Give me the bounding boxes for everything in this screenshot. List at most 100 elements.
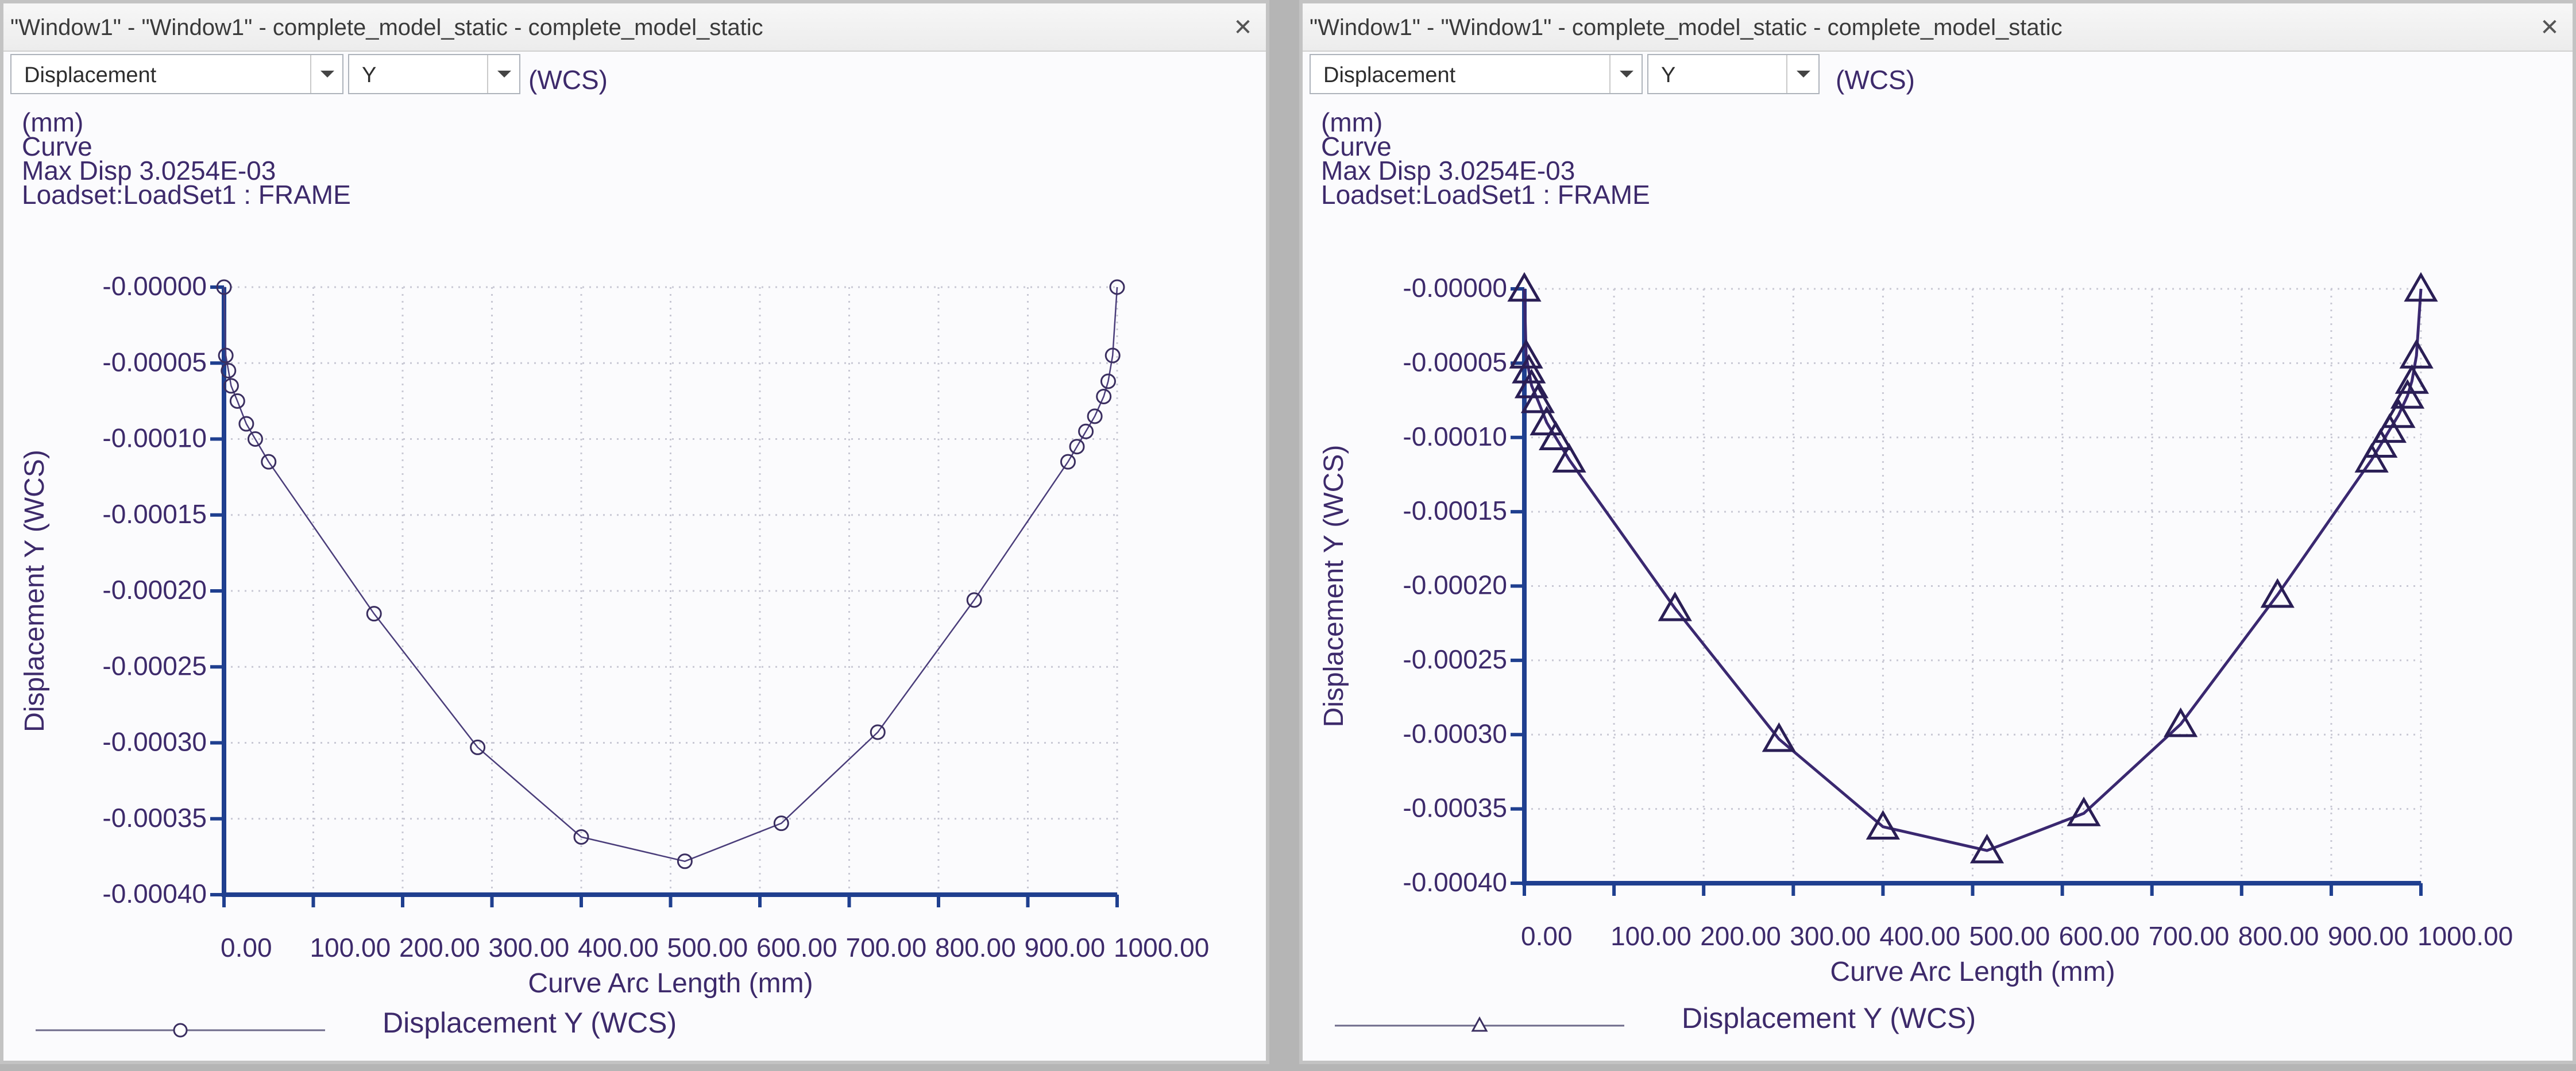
x-tick-label: 500.00 (667, 933, 748, 962)
y-tick-label: -0.00005 (1403, 347, 1507, 377)
legend-marker-icon (173, 1023, 188, 1038)
window-title: "Window1" - "Window1" - complete_model_s… (10, 15, 763, 40)
data-point (229, 393, 245, 409)
y-axis-title: Displacement Y (WCS) (20, 450, 50, 732)
x-tick-label: 900.00 (1025, 933, 1106, 962)
y-tick-label: -0.00020 (102, 575, 207, 605)
y-axis-title: Displacement Y (WCS) (1319, 445, 1349, 728)
y-tick-label: -0.00030 (1403, 718, 1507, 748)
data-point (261, 454, 277, 470)
data-point (573, 829, 589, 845)
data-point (2381, 398, 2416, 428)
data-point (1762, 722, 1796, 752)
y-tick-label: -0.00000 (1403, 273, 1507, 303)
x-tick-label: 1000.00 (1114, 933, 1209, 962)
quantity-select-value: Displacement (1323, 63, 1456, 87)
data-point (773, 815, 789, 832)
window-titlebar[interactable]: "Window1" - "Window1" - complete_model_s… (3, 3, 1266, 52)
x-axis-title: Curve Arc Length (mm) (1830, 957, 2115, 987)
data-point (1507, 272, 1542, 302)
quantity-select[interactable]: Displacement (1310, 54, 1643, 94)
y-tick-label: -0.00010 (102, 423, 207, 453)
result-toolbar: Displacement Y (WCS) (1310, 54, 2573, 98)
loadset-label: Loadset:LoadSet1 : FRAME (22, 180, 351, 210)
x-tick-label: 400.00 (1879, 921, 1960, 951)
x-axis-title: Curve Arc Length (mm) (528, 968, 813, 999)
data-point (223, 378, 239, 394)
data-point (1530, 405, 1564, 436)
window-title: "Window1" - "Window1" - complete_model_s… (1310, 15, 2063, 40)
x-tick-label: 200.00 (399, 933, 480, 962)
quantity-select[interactable]: Displacement (10, 54, 343, 94)
data-point (1512, 354, 1546, 384)
y-tick-label: -0.00000 (102, 271, 207, 301)
component-select[interactable]: Y (348, 54, 520, 94)
data-point (2260, 578, 2295, 608)
x-tick-label: 1000.00 (2417, 921, 2513, 951)
data-point (870, 724, 886, 740)
loadset-label: Loadset:LoadSet1 : FRAME (1321, 180, 1650, 210)
x-tick-label: 700.00 (2149, 921, 2230, 951)
data-point (1096, 388, 1112, 404)
x-tick-label: 300.00 (489, 933, 570, 962)
y-tick-label: -0.00025 (102, 651, 207, 681)
data-point (677, 853, 693, 869)
data-point (1087, 408, 1103, 424)
data-point (366, 606, 382, 622)
coord-system-label: (WCS) (1836, 65, 1915, 95)
graph-plot[interactable]: -0.00000 -0.00005 -0.00010 -0.00015 -0.00020… (1303, 3, 2573, 1061)
close-icon[interactable]: ✕ (1233, 15, 1253, 40)
dropdown-arrow-icon[interactable] (310, 55, 342, 93)
y-tick-label: -0.00040 (1403, 867, 1507, 897)
x-tick-label: 100.00 (310, 933, 391, 962)
data-point (1552, 443, 1586, 473)
quantity-select-value: Displacement (24, 63, 157, 87)
y-tick-label: -0.00010 (1403, 422, 1507, 451)
close-icon[interactable]: ✕ (2540, 15, 2559, 40)
grid-lines (224, 286, 1118, 895)
x-tick-label: 900.00 (2328, 921, 2409, 951)
kind-label: Curve (1321, 132, 1392, 161)
data-point (2067, 797, 2101, 826)
x-tick-label: 0.00 (1521, 921, 1573, 951)
coord-system-label: (WCS) (528, 65, 608, 95)
data-point (1658, 591, 1692, 621)
graph-plot[interactable]: -0.00000 -0.00005 -0.00010 -0.00015 -0.00020… (3, 3, 1266, 1061)
y-tick-label: -0.00035 (102, 803, 207, 833)
x-tick-label: 700.00 (846, 933, 927, 962)
component-select[interactable]: Y (1647, 54, 1820, 94)
x-tick-label: 800.00 (2238, 921, 2319, 951)
legend-label: Displacement Y (WCS) (1682, 1002, 1976, 1034)
legend-marker-icon (1471, 1016, 1488, 1032)
x-tick-label: 300.00 (1790, 921, 1871, 951)
x-tick-label: 600.00 (2059, 921, 2140, 951)
data-point (247, 431, 263, 447)
window-titlebar[interactable]: "Window1" - "Window1" - complete_model_s… (1303, 3, 2573, 52)
dropdown-arrow-icon[interactable] (487, 55, 519, 93)
units-label: (mm) (22, 107, 84, 137)
data-point (1069, 439, 1085, 455)
x-tick-label: 200.00 (1700, 921, 1781, 951)
result-window-left: "Window1" - "Window1" - complete_model_s… (0, 0, 1269, 1064)
data-point (2395, 364, 2430, 394)
data-point (2390, 379, 2425, 409)
x-tick-label: 600.00 (756, 933, 837, 962)
y-tick-label: -0.00035 (1403, 793, 1507, 823)
data-point (1509, 339, 1543, 369)
data-point (1866, 810, 1901, 840)
data-point (1969, 833, 2005, 864)
data-point (966, 592, 982, 608)
x-tick-label: 100.00 (1611, 921, 1691, 951)
component-select-value: Y (362, 63, 377, 87)
data-point (2363, 428, 2398, 458)
data-point (2372, 413, 2407, 443)
dropdown-arrow-icon[interactable] (1786, 55, 1818, 93)
data-point (1520, 383, 1555, 413)
chart-legend: Displacement Y (WCS) (36, 1007, 677, 1039)
series-line (223, 287, 1118, 863)
legend-label: Displacement Y (WCS) (383, 1007, 677, 1039)
data-point (2399, 339, 2434, 369)
dropdown-arrow-icon[interactable] (1609, 55, 1642, 93)
result-window-right: "Window1" - "Window1" - complete_model_s… (1299, 0, 2576, 1064)
chart-legend: Displacement Y (WCS) (1335, 1002, 1976, 1034)
